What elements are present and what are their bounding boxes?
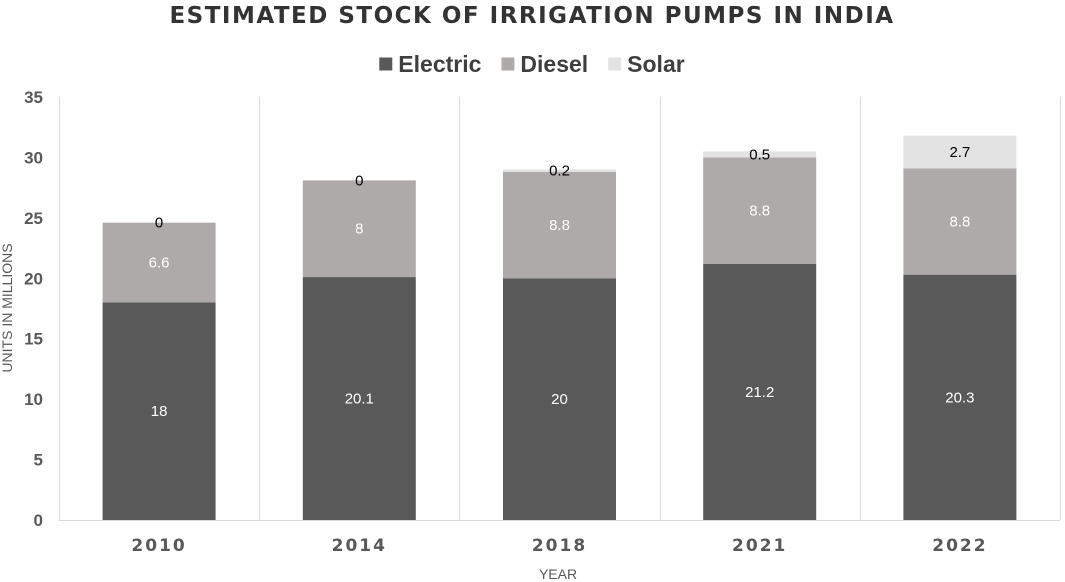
data-label-solar-2022: 2.7 [949, 144, 970, 161]
data-label-solar-2010: 0 [155, 215, 163, 232]
data-label-diesel-2021: 8.8 [749, 203, 770, 220]
legend-label: Electric [398, 51, 481, 77]
y-tick-label: 35 [24, 88, 43, 107]
data-label-diesel-2018: 8.8 [549, 217, 570, 234]
bar-electric-2018 [503, 278, 616, 520]
y-axis-label: UNITS IN MILLIONS [0, 243, 15, 372]
y-tick-label: 0 [34, 511, 43, 530]
x-axis-label: YEAR [539, 566, 577, 582]
data-label-diesel-2022: 8.8 [949, 213, 970, 230]
legend-item-solar: Solar [608, 51, 685, 77]
bar-solar-2021 [703, 151, 817, 158]
data-label-electric-2022: 20.3 [945, 389, 974, 406]
y-tick-label: 10 [24, 390, 43, 409]
y-tick-label: 20 [24, 269, 43, 288]
legend-swatch [501, 57, 515, 71]
legend-item-electric: Electric [379, 51, 482, 77]
bar-diesel-2010 [102, 222, 216, 303]
x-tick-label: 2010 [131, 536, 186, 556]
data-label-solar-2018: 0.2 [549, 163, 570, 180]
x-tick-label: 2021 [732, 536, 787, 556]
x-tick-label: 2022 [932, 536, 987, 556]
data-label-diesel-2014: 8 [355, 221, 363, 238]
data-label-diesel-2010: 6.6 [149, 255, 170, 272]
bar-electric-2021 [703, 263, 817, 520]
legend-label: Diesel [520, 51, 588, 77]
x-tick-label: 2014 [332, 536, 387, 556]
bar-diesel-2021 [703, 157, 817, 264]
bar-electric-2022 [903, 274, 1017, 520]
bar-electric-2014 [302, 277, 416, 520]
legend-item-diesel: Diesel [501, 51, 588, 77]
bar-solar-2022 [903, 135, 1017, 169]
bar-solar-2018 [503, 169, 616, 172]
y-axis-ticks: 0 5 10 15 20 25 30 35 [24, 88, 43, 530]
legend-label: Solar [627, 51, 685, 77]
data-label-electric-2018: 20 [551, 391, 568, 408]
bar-diesel-2022 [903, 168, 1017, 275]
legend: Electric Diesel Solar [379, 51, 685, 77]
legend-swatch [379, 57, 393, 71]
chart-title: ESTIMATED STOCK OF IRRIGATION PUMPS IN I… [169, 3, 894, 29]
bar-diesel-2014 [302, 180, 416, 278]
data-label-electric-2014: 20.1 [345, 391, 374, 408]
y-tick-label: 15 [24, 330, 43, 349]
data-label-electric-2010: 18 [151, 403, 168, 420]
y-tick-label: 25 [24, 209, 43, 228]
x-tick-label: 2018 [532, 536, 587, 556]
data-label-electric-2021: 21.2 [745, 384, 774, 401]
y-tick-label: 5 [34, 451, 43, 470]
bar-electric-2010 [102, 302, 216, 520]
data-label-solar-2021: 0.5 [749, 146, 770, 163]
gridlines [59, 97, 1061, 521]
x-axis-ticks: 2010 2014 2018 2021 2022 [131, 536, 987, 556]
data-label-solar-2014: 0 [355, 172, 363, 189]
legend-swatch [608, 57, 622, 71]
y-tick-label: 30 [24, 148, 43, 167]
bars: 18 6.6 0 20.1 8 0 20 8.8 0.2 21.2 8.8 0.5 20.3 8.8 2.7 [102, 135, 1017, 520]
bar-diesel-2018 [503, 171, 616, 279]
